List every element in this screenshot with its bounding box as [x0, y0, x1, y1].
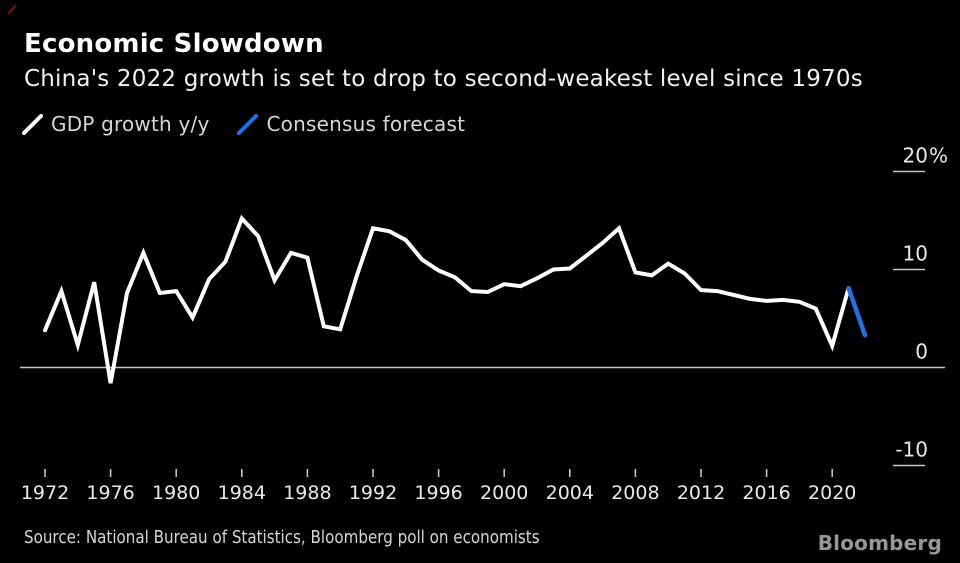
legend-label-gdp-growth: GDP growth y/y	[51, 112, 210, 136]
x-axis-label: 2000	[480, 482, 528, 504]
x-axis-label: 1972	[21, 482, 69, 504]
y-axis-unit-label: %	[929, 144, 948, 168]
x-axis-label: 1976	[86, 482, 134, 504]
x-axis-label: 2020	[808, 482, 856, 504]
x-axis-label: 1988	[283, 482, 331, 504]
x-axis-label: 2016	[742, 482, 790, 504]
x-axis-label: 1984	[218, 482, 266, 504]
chart-title: Economic Slowdown	[24, 29, 324, 59]
forecast-line-swatch-icon	[237, 113, 259, 135]
legend-label-consensus-forecast: Consensus forecast	[266, 112, 466, 136]
y-axis-label: -10	[895, 438, 928, 462]
y-axis-label: 20	[903, 144, 928, 168]
y-axis-label: 0	[915, 340, 928, 364]
gdp-line-swatch-icon	[22, 113, 43, 135]
legend: GDP growth y/y Consensus forecast	[22, 112, 465, 136]
x-axis-label: 1992	[349, 482, 397, 504]
x-axis-label: 1996	[414, 482, 462, 504]
red-corner-artifact-mark	[7, 4, 17, 15]
bloomberg-logo: Bloomberg	[817, 531, 942, 555]
chart-subtitle: China's 2022 growth is set to drop to se…	[24, 65, 863, 92]
x-axis-label: 2004	[546, 482, 594, 504]
legend-item-gdp-growth: GDP growth y/y	[22, 112, 209, 136]
source-note: Source: National Bureau of Statistics, B…	[24, 527, 540, 548]
gdp-growth-line-series	[43, 214, 851, 384]
x-axis-label: 2012	[677, 482, 725, 504]
x-axis-label: 2008	[611, 482, 659, 504]
x-axis-label: 1980	[152, 482, 200, 504]
consensus-forecast-line-series	[846, 285, 868, 338]
legend-item-consensus-forecast: Consensus forecast	[237, 112, 465, 136]
chart-header: Economic Slowdown China's 2022 growth is…	[24, 30, 940, 92]
y-axis-label: 10	[903, 242, 928, 266]
